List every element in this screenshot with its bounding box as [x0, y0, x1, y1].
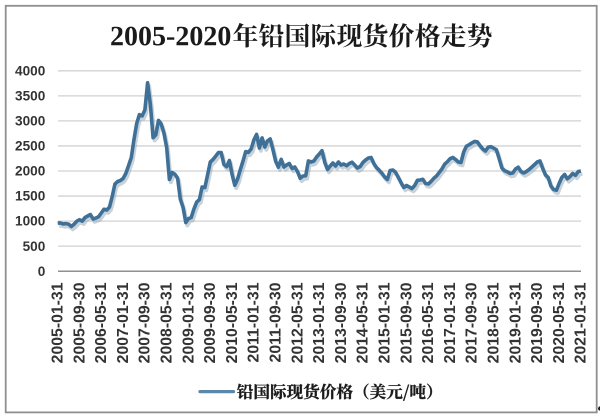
svg-text:2014-05-31: 2014-05-31 [355, 282, 372, 363]
svg-text:2009-01-31: 2009-01-31 [180, 282, 197, 363]
svg-text:0: 0 [38, 264, 46, 279]
svg-text:2000: 2000 [15, 164, 45, 179]
svg-text:2008-05-31: 2008-05-31 [159, 282, 176, 363]
svg-text:2013-01-31: 2013-01-31 [311, 282, 328, 363]
svg-text:2007-09-30: 2007-09-30 [137, 282, 154, 363]
svg-text:2006-05-31: 2006-05-31 [93, 282, 110, 363]
svg-text:2005-01-31: 2005-01-31 [50, 282, 67, 363]
svg-text:2015-09-30: 2015-09-30 [398, 282, 415, 363]
svg-text:2011-01-31: 2011-01-31 [246, 282, 263, 362]
svg-text:2019-09-30: 2019-09-30 [529, 282, 546, 363]
svg-text:2016-05-31: 2016-05-31 [420, 282, 437, 363]
svg-text:2018-05-31: 2018-05-31 [486, 282, 503, 363]
svg-text:3500: 3500 [15, 88, 45, 103]
svg-text:2009-09-30: 2009-09-30 [202, 282, 219, 363]
svg-text:2021-01-31: 2021-01-31 [573, 282, 590, 363]
svg-text:2013-09-30: 2013-09-30 [333, 282, 350, 363]
svg-text:2011-09-30: 2011-09-30 [268, 282, 285, 362]
svg-text:4000: 4000 [15, 63, 45, 78]
svg-text:2015-01-31: 2015-01-31 [377, 282, 394, 363]
svg-text:2010-05-31: 2010-05-31 [224, 282, 241, 363]
svg-text:500: 500 [23, 239, 46, 254]
svg-text:2020-05-31: 2020-05-31 [551, 282, 568, 363]
svg-text:2007-01-31: 2007-01-31 [115, 282, 132, 363]
svg-text:2017-01-31: 2017-01-31 [442, 282, 459, 363]
svg-text:3000: 3000 [15, 114, 45, 129]
svg-text:1000: 1000 [15, 214, 45, 229]
svg-text:2500: 2500 [15, 139, 45, 154]
svg-text:2017-09-30: 2017-09-30 [464, 282, 481, 363]
svg-text:1500: 1500 [15, 189, 45, 204]
svg-text:2019-01-31: 2019-01-31 [507, 282, 524, 363]
svg-text:2005-09-30: 2005-09-30 [71, 282, 88, 363]
svg-text:2012-05-31: 2012-05-31 [289, 282, 306, 363]
